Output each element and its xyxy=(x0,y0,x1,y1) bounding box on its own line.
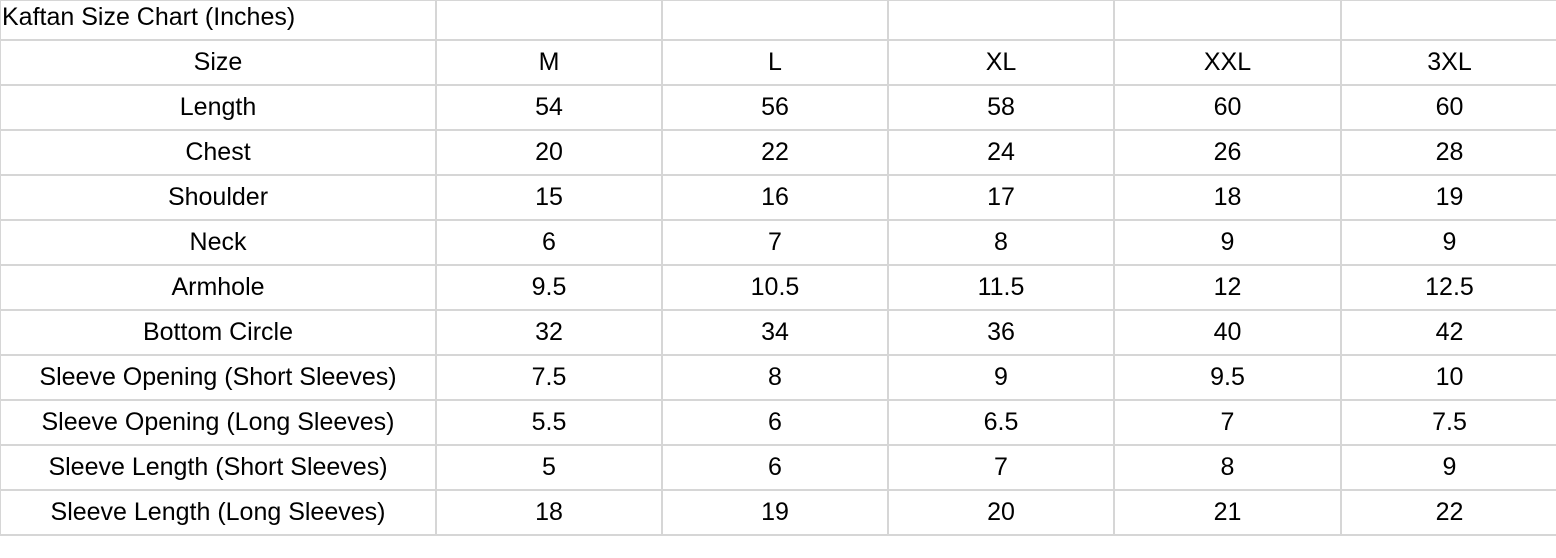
empty-cell xyxy=(1340,0,1556,41)
empty-cell xyxy=(1113,0,1342,41)
table-row: Armhole 9.5 10.5 11.5 12 12.5 xyxy=(0,264,1556,311)
value-cell: 40 xyxy=(1113,309,1342,356)
row-label-cell: Size xyxy=(0,39,437,86)
value-cell: 8 xyxy=(887,219,1115,266)
value-cell: 54 xyxy=(435,84,663,131)
value-cell: 12 xyxy=(1113,264,1342,311)
value-cell: 8 xyxy=(1113,444,1342,491)
value-cell: 9 xyxy=(1113,219,1342,266)
value-cell: 56 xyxy=(661,84,889,131)
row-label-cell: Sleeve Opening (Short Sleeves) xyxy=(0,354,437,401)
table-row: Sleeve Opening (Long Sleeves) 5.5 6 6.5 7 7.5 xyxy=(0,399,1556,446)
value-cell: 20 xyxy=(887,489,1115,536)
value-cell: 42 xyxy=(1340,309,1556,356)
value-cell: 26 xyxy=(1113,129,1342,176)
value-cell: M xyxy=(435,39,663,86)
value-cell: 9.5 xyxy=(1113,354,1342,401)
value-cell: XXL xyxy=(1113,39,1342,86)
value-cell: 9 xyxy=(1340,444,1556,491)
table-row: Length 54 56 58 60 60 xyxy=(0,84,1556,131)
value-cell: 11.5 xyxy=(887,264,1115,311)
value-cell: 5 xyxy=(435,444,663,491)
value-cell: 9 xyxy=(1340,219,1556,266)
row-label-cell: Sleeve Length (Long Sleeves) xyxy=(0,489,437,536)
table-row: Bottom Circle 32 34 36 40 42 xyxy=(0,309,1556,356)
value-cell: 24 xyxy=(887,129,1115,176)
row-label-cell: Neck xyxy=(0,219,437,266)
row-label-cell: Shoulder xyxy=(0,174,437,221)
value-cell: 22 xyxy=(1340,489,1556,536)
table-row: Chest 20 22 24 26 28 xyxy=(0,129,1556,176)
value-cell: 19 xyxy=(1340,174,1556,221)
value-cell: 7 xyxy=(887,444,1115,491)
value-cell: 6 xyxy=(661,444,889,491)
value-cell: 18 xyxy=(1113,174,1342,221)
value-cell: 22 xyxy=(661,129,889,176)
value-cell: 6 xyxy=(661,399,889,446)
empty-cell xyxy=(887,0,1115,41)
table-row: Sleeve Opening (Short Sleeves) 7.5 8 9 9.5 10 xyxy=(0,354,1556,401)
value-cell: 9.5 xyxy=(435,264,663,311)
value-cell: 34 xyxy=(661,309,889,356)
value-cell: 12.5 xyxy=(1340,264,1556,311)
table-title: Kaftan Size Chart (Inches) xyxy=(0,0,437,41)
value-cell: 6.5 xyxy=(887,399,1115,446)
row-label-cell: Sleeve Length (Short Sleeves) xyxy=(0,444,437,491)
value-cell: 28 xyxy=(1340,129,1556,176)
table-row: Neck 6 7 8 9 9 xyxy=(0,219,1556,266)
value-cell: 32 xyxy=(435,309,663,356)
table-row: Shoulder 15 16 17 18 19 xyxy=(0,174,1556,221)
row-label-cell: Armhole xyxy=(0,264,437,311)
value-cell: 20 xyxy=(435,129,663,176)
empty-cell xyxy=(435,0,663,41)
value-cell: XL xyxy=(887,39,1115,86)
value-cell: 10 xyxy=(1340,354,1556,401)
size-chart-table: Kaftan Size Chart (Inches) Size M L XL XXL 3X… xyxy=(0,0,1556,536)
header-row: Size M L XL XXL 3XL xyxy=(0,39,1556,86)
value-cell: 58 xyxy=(887,84,1115,131)
value-cell: 7 xyxy=(661,219,889,266)
value-cell: 21 xyxy=(1113,489,1342,536)
row-label-cell: Length xyxy=(0,84,437,131)
value-cell: 36 xyxy=(887,309,1115,356)
empty-cell xyxy=(661,0,889,41)
row-label-cell: Chest xyxy=(0,129,437,176)
value-cell: 60 xyxy=(1340,84,1556,131)
value-cell: 60 xyxy=(1113,84,1342,131)
value-cell: 18 xyxy=(435,489,663,536)
value-cell: 16 xyxy=(661,174,889,221)
value-cell: 7 xyxy=(1113,399,1342,446)
value-cell: 5.5 xyxy=(435,399,663,446)
value-cell: 7.5 xyxy=(1340,399,1556,446)
table-row: Sleeve Length (Short Sleeves) 5 6 7 8 9 xyxy=(0,444,1556,491)
table-row: Sleeve Length (Long Sleeves) 18 19 20 21 22 xyxy=(0,489,1556,536)
value-cell: 9 xyxy=(887,354,1115,401)
row-label-cell: Sleeve Opening (Long Sleeves) xyxy=(0,399,437,446)
value-cell: L xyxy=(661,39,889,86)
value-cell: 19 xyxy=(661,489,889,536)
title-row: Kaftan Size Chart (Inches) xyxy=(0,0,1556,41)
value-cell: 6 xyxy=(435,219,663,266)
value-cell: 17 xyxy=(887,174,1115,221)
value-cell: 15 xyxy=(435,174,663,221)
value-cell: 3XL xyxy=(1340,39,1556,86)
value-cell: 8 xyxy=(661,354,889,401)
value-cell: 7.5 xyxy=(435,354,663,401)
value-cell: 10.5 xyxy=(661,264,889,311)
row-label-cell: Bottom Circle xyxy=(0,309,437,356)
